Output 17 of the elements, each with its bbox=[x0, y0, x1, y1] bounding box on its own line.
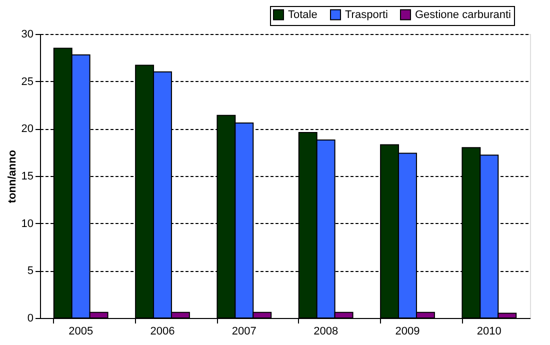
x-tick-label: 2009 bbox=[395, 326, 420, 338]
y-tick-label: 20 bbox=[21, 123, 34, 136]
y-tick-label: 5 bbox=[27, 265, 34, 278]
y-tick-label: 30 bbox=[21, 28, 34, 40]
x-tick-label: 2006 bbox=[150, 326, 175, 338]
y-axis-title: tonn/anno bbox=[6, 150, 18, 204]
x-tick-label: 2010 bbox=[476, 326, 502, 338]
y-tick-label: 25 bbox=[21, 76, 34, 88]
y-tick-label: 10 bbox=[21, 218, 34, 230]
legend-label: Totale bbox=[288, 8, 318, 21]
y-tick-label: 15 bbox=[21, 170, 34, 182]
y-tick-label: 0 bbox=[27, 312, 34, 324]
x-tick-label: 2005 bbox=[68, 326, 94, 338]
legend-label: Trasporti bbox=[345, 8, 388, 21]
legend-label: Gestione carburanti bbox=[415, 8, 511, 21]
x-tick-label: 2007 bbox=[232, 326, 256, 338]
x-tick-label: 2008 bbox=[314, 326, 338, 338]
